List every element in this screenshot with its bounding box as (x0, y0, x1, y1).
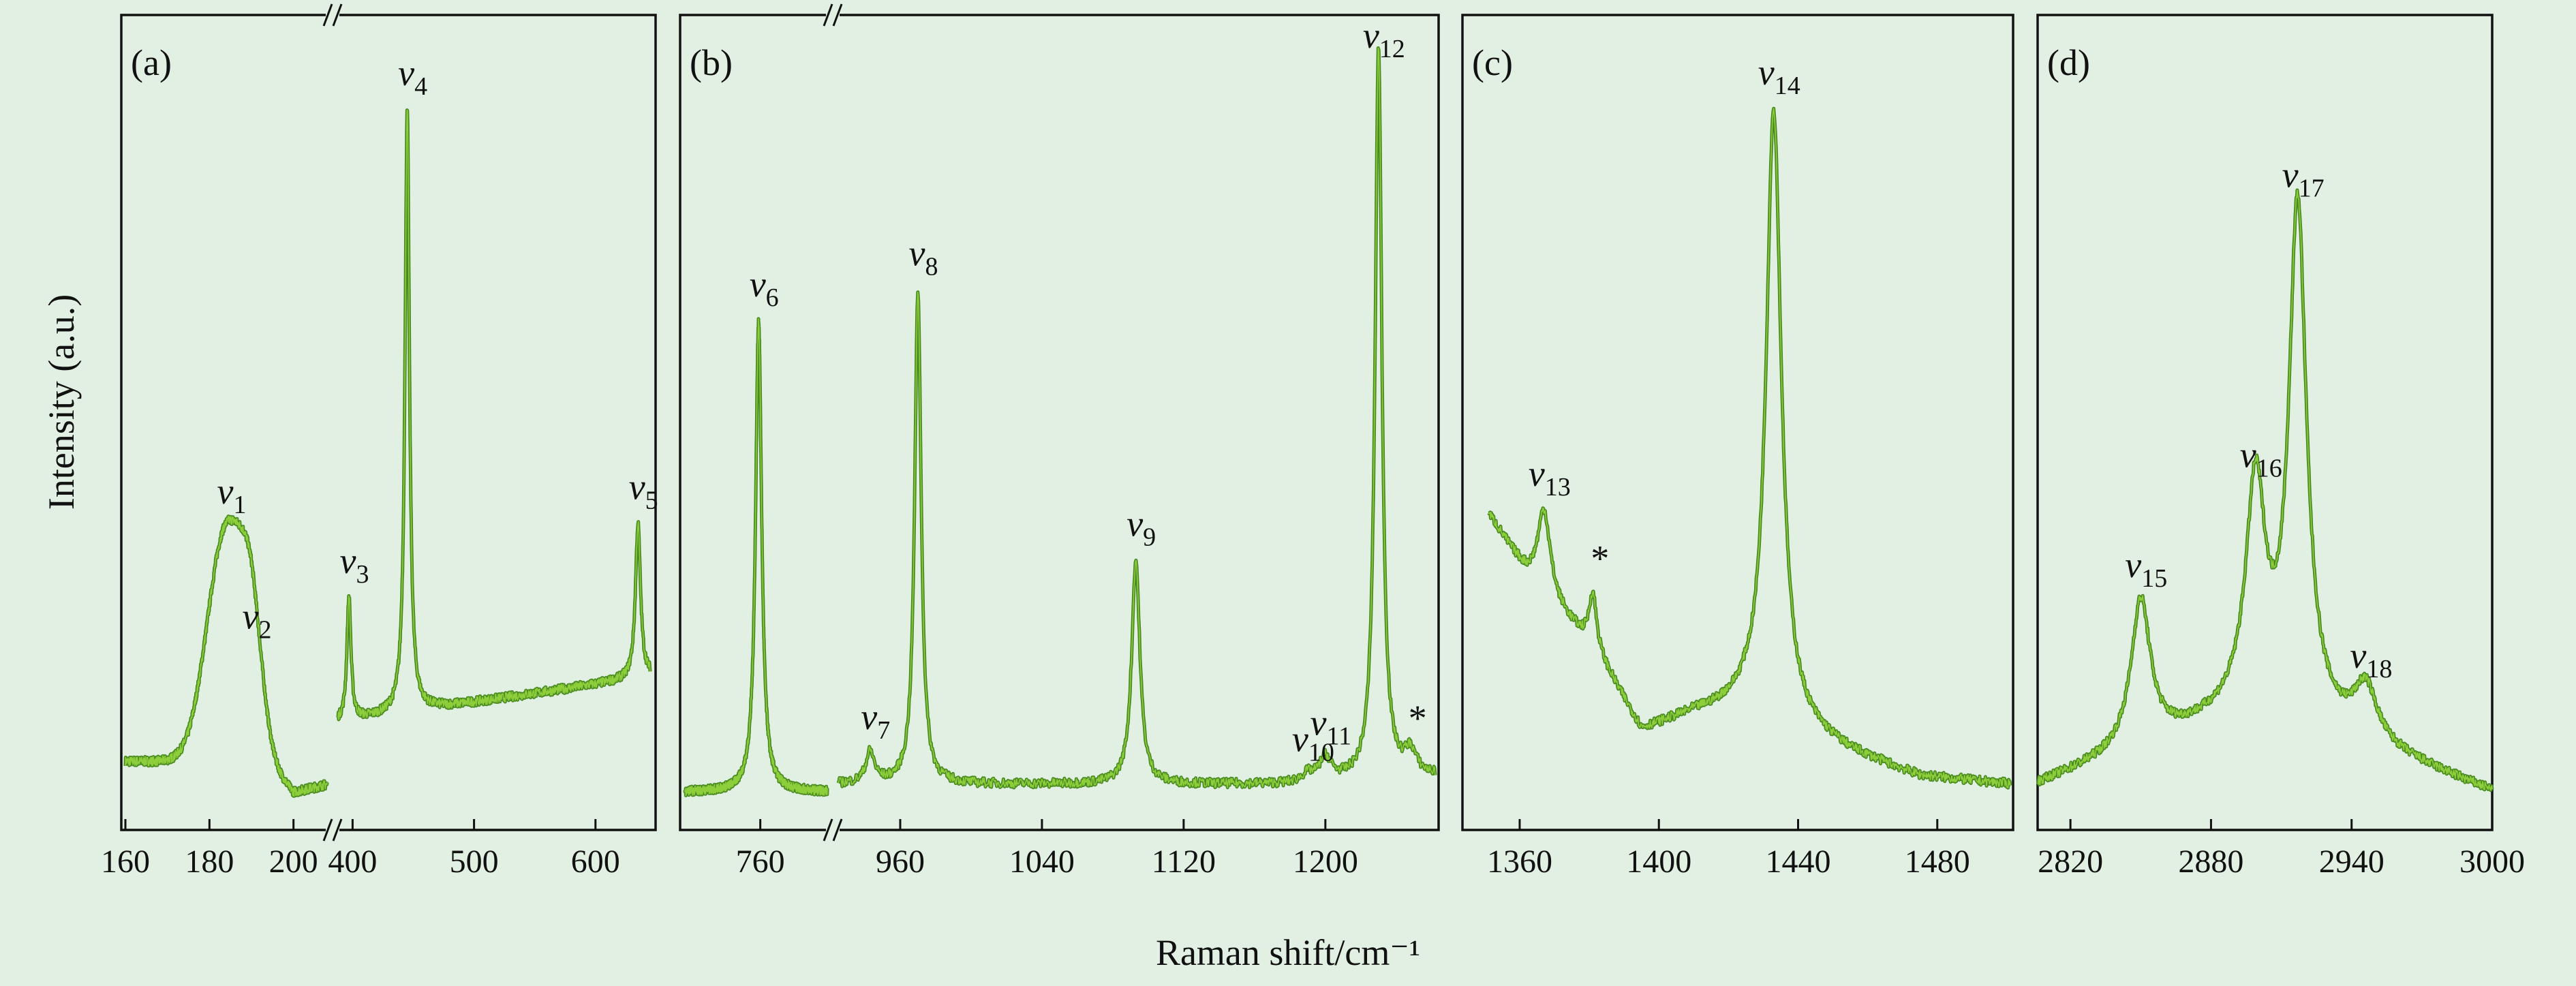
panel-c-trace-0 (1487, 106, 2012, 790)
axis-break-gap (326, 12, 339, 18)
x-tick-label: 500 (450, 844, 499, 880)
panel-b-trace-highlight-1 (838, 47, 1436, 788)
x-tick-label: 2820 (2038, 844, 2103, 880)
panel-c: (c) 1360 1400 1440 1480 v13 * v14 (1461, 14, 2014, 880)
panel-c-frame (1461, 14, 2014, 831)
axis-break-mark (322, 3, 333, 27)
x-tick-label: 960 (876, 844, 925, 880)
x-tick-label: 2880 (2178, 844, 2243, 880)
y-axis-title: Intensity (a.u.) (41, 294, 82, 510)
peak-label-subscript: 8 (925, 253, 938, 281)
peak-label: v9 (1126, 503, 1156, 551)
peak-label: v15 (2125, 544, 2167, 593)
x-tick-label: 1360 (1487, 844, 1552, 880)
panel-b-trace-1 (836, 46, 1437, 790)
panel-a-trace-1 (336, 108, 652, 722)
axis-break-mark (332, 3, 343, 27)
peak-label-subscript: 1 (233, 491, 246, 519)
panel-a-frame (120, 14, 657, 831)
peak-label: v5 (629, 466, 658, 514)
peak-label-subscript: 15 (2141, 564, 2167, 593)
peak-label: v18 (2350, 635, 2392, 683)
x-tick-label: 760 (736, 844, 785, 880)
panel-d-trace-0 (2036, 188, 2494, 792)
peak-label-subscript: 2 (258, 616, 271, 645)
peak-label: v12 (1363, 15, 1405, 63)
peak-label-subscript: 9 (1143, 523, 1156, 551)
peak-label-subscript: 4 (414, 72, 427, 101)
axis-break-gap (826, 12, 840, 18)
peak-label-subscript: 7 (877, 716, 890, 745)
panel-a-trace-highlight-0 (125, 515, 328, 797)
panel-a: (a) 160 180 200 400 500 600 v1 v2 v3 v4 v5 (101, 3, 658, 880)
peak-label: * (1407, 698, 1425, 739)
panel-b-label: (b) (690, 42, 733, 83)
axis-break-mark (832, 818, 843, 842)
peak-label: v13 (1529, 453, 1571, 502)
panel-b-trace-0 (683, 317, 829, 797)
peak-label: v3 (340, 540, 369, 589)
peak-label-subscript: 14 (1775, 72, 1800, 100)
panel-d-label: (d) (2047, 42, 2090, 83)
peak-label: v4 (398, 52, 427, 101)
x-axis-title: Raman shift/cm⁻¹ (1156, 932, 1420, 973)
panel-a-trace-0 (123, 514, 329, 798)
axis-break-mark (823, 818, 833, 842)
x-tick-label: 1480 (1905, 844, 1970, 880)
x-tick-label: 200 (269, 844, 318, 880)
peak-label-subscript: 10 (1308, 739, 1334, 767)
panels: (a) 160 180 200 400 500 600 v1 v2 v3 v4 v5 (b) 760 960… (101, 3, 2525, 880)
x-tick-label: 2940 (2319, 844, 2385, 880)
x-tick-label: 1400 (1626, 844, 1691, 880)
peak-label: v8 (908, 233, 938, 281)
peak-label-subscript: 16 (2256, 455, 2282, 483)
panel-c-trace-highlight-0 (1488, 108, 2011, 788)
peak-label-subscript: 6 (766, 283, 779, 312)
x-tick-label: 160 (101, 844, 150, 880)
axis-break-mark (322, 818, 333, 842)
peak-label-subscript: 11 (1327, 722, 1352, 751)
x-tick-label: 1120 (1152, 844, 1216, 880)
peak-label-subscript: 18 (2366, 655, 2392, 683)
peak-label-subscript: 3 (356, 560, 369, 589)
axis-break-mark (832, 3, 843, 27)
peak-label-subscript: 17 (2299, 174, 2325, 203)
axis-break-gap (326, 827, 339, 833)
peak-label-subscript: 13 (1545, 473, 1571, 502)
axis-break-mark (332, 818, 343, 842)
panel-b-frame (679, 14, 1440, 831)
peak-label: * (1589, 538, 1608, 579)
panel-d-frame (2036, 14, 2494, 831)
panel-c-label: (c) (1472, 42, 1513, 83)
panel-a-trace-highlight-1 (337, 109, 651, 720)
axis-break-gap (826, 827, 840, 833)
x-tick-label: 3000 (2459, 844, 2525, 880)
x-tick-label: 1440 (1765, 844, 1830, 880)
peak-label: v17 (2282, 155, 2325, 203)
x-tick-label: 180 (185, 844, 234, 880)
panel-b-trace-highlight-0 (684, 318, 828, 797)
x-tick-label: 400 (328, 844, 377, 880)
axis-break-mark (823, 3, 833, 27)
peak-label-subscript: 5 (645, 486, 658, 514)
panel-a-label: (a) (131, 42, 172, 83)
peak-label: v6 (750, 264, 779, 312)
peak-label: v14 (1758, 52, 1800, 100)
x-tick-label: 600 (571, 844, 620, 880)
peak-label: v2 (243, 596, 272, 645)
x-tick-label: 1040 (1009, 844, 1075, 880)
peak-label: v7 (861, 696, 890, 745)
panel-d: (d) 2820 2880 2940 3000 v15 v16 v17 v18 (2036, 14, 2525, 880)
peak-label: v1 (217, 471, 247, 519)
peak-label-subscript: 12 (1379, 35, 1405, 63)
panel-d-trace-highlight-0 (2037, 189, 2493, 791)
x-tick-label: 1200 (1293, 844, 1358, 880)
peak-label: v16 (2240, 435, 2282, 483)
